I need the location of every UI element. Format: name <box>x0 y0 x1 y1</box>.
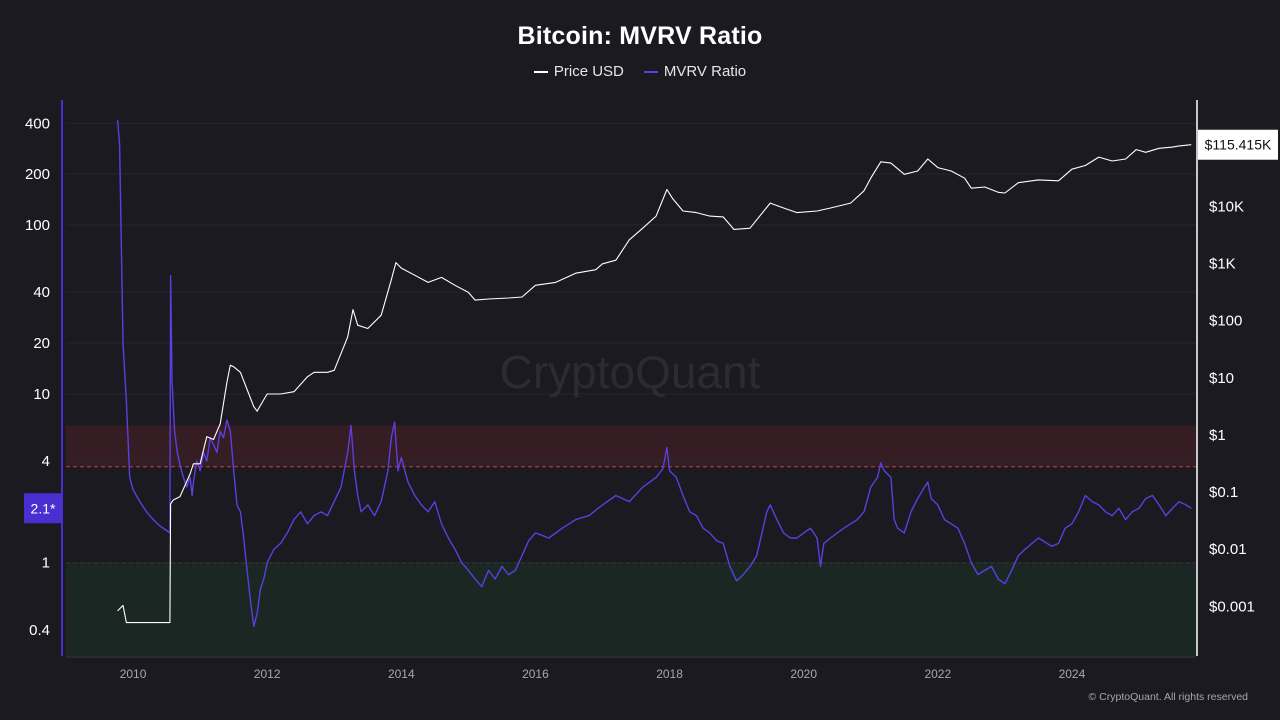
y-left-tick-label: 200 <box>25 166 50 183</box>
copyright-notice: © CryptoQuant. All rights reserved <box>1088 691 1248 703</box>
y-right-tick-label: $1K <box>1209 256 1236 273</box>
series-line-mvrv-ratio <box>116 119 1192 627</box>
y-left-tick-label: 1 <box>42 555 50 572</box>
legend-item-price[interactable]: Price USD <box>533 63 624 80</box>
chart-title: Bitcoin: MVRV Ratio <box>517 22 763 50</box>
y-right-tick-label: $0.01 <box>1209 541 1247 558</box>
zone-overvalued <box>66 425 1196 467</box>
series-line-price-usd <box>117 144 1192 624</box>
y-left-tick-label: 40 <box>33 284 50 301</box>
y-right-tick-label: $0.1 <box>1209 484 1238 501</box>
x-tick-label: 2014 <box>388 667 415 681</box>
y-right-tick-label: $100 <box>1209 313 1242 330</box>
current-mvrv-badge <box>24 493 62 524</box>
y-left-tick-label: 400 <box>25 115 50 132</box>
current-mvrv-label: 2.1* <box>31 500 56 516</box>
current-price-label: $115.415K <box>1205 137 1272 153</box>
y-left-tick-label: 10 <box>33 386 50 403</box>
y-right-tick-label: $1 <box>1209 427 1226 444</box>
chart-legend: Price USD MVRV Ratio <box>0 63 1280 80</box>
watermark: CryptoQuant <box>500 346 761 398</box>
x-tick-label: 2018 <box>656 667 683 681</box>
x-tick-label: 2024 <box>1059 667 1086 681</box>
x-tick-label: 2012 <box>254 667 281 681</box>
x-tick-label: 2010 <box>120 667 147 681</box>
current-price-badge <box>1198 129 1278 160</box>
y-left-tick-label: 20 <box>33 335 50 352</box>
y-left-tick-label: 0.4 <box>29 622 50 639</box>
legend-item-mvrv[interactable]: MVRV Ratio <box>643 63 747 80</box>
y-right-tick-label: $10 <box>1209 370 1234 387</box>
y-left-tick-label: 100 <box>25 217 50 234</box>
y-right-tick-label: $0.001 <box>1209 598 1255 615</box>
x-tick-label: 2022 <box>924 667 951 681</box>
y-left-tick-label: 4 <box>42 453 50 470</box>
legend-label-price: Price USD <box>553 63 624 80</box>
legend-swatch-price <box>533 70 548 73</box>
x-tick-label: 2020 <box>790 667 817 681</box>
legend-swatch-mvrv <box>643 70 658 73</box>
legend-label-mvrv: MVRV Ratio <box>663 63 747 80</box>
x-tick-label: 2016 <box>522 667 549 681</box>
zone-undervalued <box>66 562 1196 656</box>
y-right-tick-label: $10K <box>1209 198 1244 215</box>
